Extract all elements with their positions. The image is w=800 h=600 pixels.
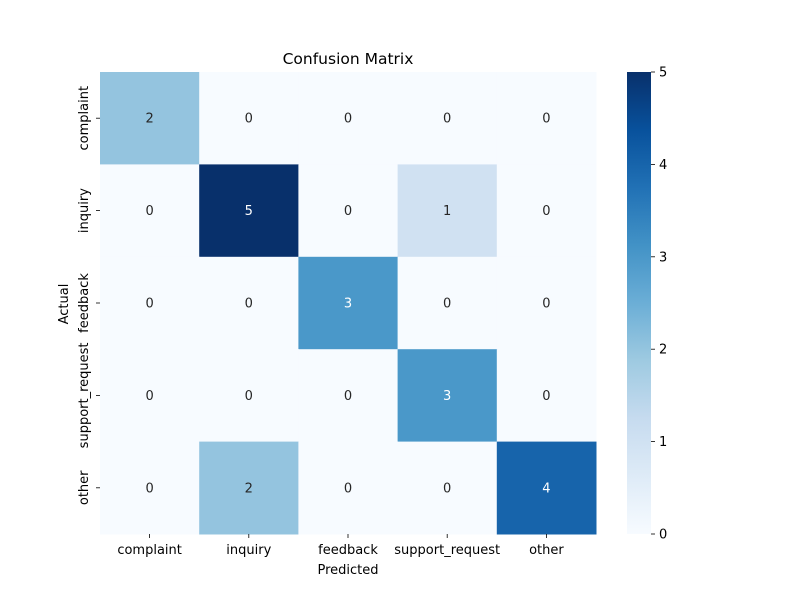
cell-value-label: 0: [245, 112, 253, 127]
y-tick-label: other: [77, 470, 92, 505]
colorbar-ticks: 0 1 2 3 4 5: [651, 66, 667, 543]
heatmap-cell: [496, 349, 597, 443]
heatmap-cell: [100, 164, 200, 258]
y-tick-label: inquiry: [77, 188, 92, 233]
heatmap-cell: [496, 256, 597, 350]
cell-value-label: 0: [542, 389, 550, 404]
cell-value-label: 2: [145, 112, 153, 127]
cell-value-label: 0: [344, 204, 352, 219]
cell-value-label: 0: [145, 481, 153, 496]
heatmap-cell: [397, 164, 498, 258]
cell-value-label: 0: [344, 112, 352, 127]
heatmap-cell: [199, 256, 299, 350]
y-tick-label: feedback: [77, 273, 92, 333]
cell-value-label: 0: [443, 297, 451, 312]
cell-value-label: 0: [145, 297, 153, 312]
heatmap-cell: [298, 441, 399, 535]
cell-value-label: 0: [145, 204, 153, 219]
colorbar-tick-label: 0: [659, 528, 667, 543]
heatmap-cell: [100, 72, 200, 165]
y-axis-label: Actual: [57, 284, 72, 325]
cell-value-label: 1: [443, 204, 451, 219]
cell-value-label: 0: [245, 297, 253, 312]
heatmap-cell: [298, 349, 399, 443]
heatmap-cell: [496, 164, 597, 258]
cell-value-label: 0: [344, 389, 352, 404]
colorbar-tick-label: 1: [659, 435, 667, 450]
heatmap-cell: [199, 349, 299, 443]
y-tick-label: complaint: [77, 86, 92, 151]
x-axis-label: Predicted: [317, 563, 378, 578]
x-tick-label: feedback: [318, 543, 378, 558]
colorbar: [627, 72, 651, 534]
cell-value-label: 0: [344, 481, 352, 496]
heatmap-cell: [298, 256, 399, 350]
cell-value-label: 4: [542, 481, 550, 496]
heatmap-cell: [496, 441, 597, 535]
heatmap-cell: [397, 72, 498, 165]
heatmap-cell: [397, 349, 498, 443]
heatmap-cell: [298, 164, 399, 258]
x-tick-label: complaint: [117, 543, 182, 558]
y-tick-label: support_request: [77, 342, 92, 448]
x-tick-label: inquiry: [226, 543, 271, 558]
heatmap-cell: [199, 72, 299, 165]
cell-value-label: 0: [443, 112, 451, 127]
heatmap-cell: [199, 441, 299, 535]
heatmap-cell: [100, 349, 200, 443]
cell-value-label: 0: [542, 297, 550, 312]
colorbar-tick-label: 2: [659, 343, 667, 358]
chart-title: Confusion Matrix: [283, 50, 414, 68]
cell-value-label: 0: [245, 389, 253, 404]
heatmap-cell: [199, 164, 299, 258]
cell-value-label: 3: [344, 297, 352, 312]
heatmap-cell: [298, 72, 399, 165]
cell-value-label: 3: [443, 389, 451, 404]
heatmap-cell: [100, 441, 200, 535]
colorbar-tick-label: 3: [659, 250, 667, 265]
cell-value-label: 5: [245, 204, 253, 219]
colorbar-tick-label: 5: [659, 66, 667, 81]
cell-value-label: 0: [542, 112, 550, 127]
y-tick-labels: complaint inquiry feedback support_requesto…: [77, 86, 100, 505]
heatmap-cells: 2 0 0 0 0 0 5 0 1 0 0 0 3 0 0 0 0 0 3 0 0 2 0 0 4: [100, 72, 597, 535]
cell-value-label: 2: [245, 481, 253, 496]
heatmap-cell: [397, 441, 498, 535]
heatmap-cell: [496, 72, 597, 165]
cell-value-label: 0: [145, 389, 153, 404]
x-tick-labels: complaint inquiry feedback support_request o…: [117, 534, 564, 558]
x-tick-label: other: [529, 543, 564, 558]
heatmap-cell: [100, 256, 200, 350]
heatmap-cell: [397, 256, 498, 350]
cell-value-label: 0: [542, 204, 550, 219]
colorbar-tick-label: 4: [659, 158, 667, 173]
cell-value-label: 0: [443, 481, 451, 496]
x-tick-label: support_request: [394, 543, 500, 558]
